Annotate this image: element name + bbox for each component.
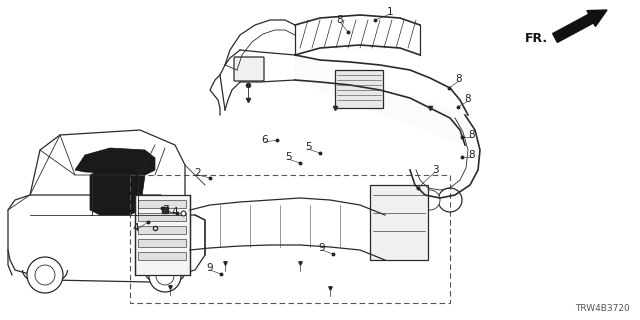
Text: 3: 3: [432, 165, 438, 175]
Circle shape: [156, 267, 174, 285]
Bar: [130, 175, 450, 303]
Circle shape: [149, 260, 181, 292]
Text: FR.: FR.: [525, 31, 548, 44]
Polygon shape: [8, 195, 205, 282]
Text: 8: 8: [468, 130, 476, 140]
Text: TRW4B3720: TRW4B3720: [575, 304, 630, 313]
Text: 6: 6: [262, 135, 268, 145]
Text: 9: 9: [207, 263, 213, 273]
FancyBboxPatch shape: [370, 185, 428, 260]
Text: 7: 7: [162, 205, 168, 215]
Text: 2: 2: [195, 168, 202, 178]
Polygon shape: [75, 148, 155, 175]
Circle shape: [35, 265, 55, 285]
Bar: [138, 239, 186, 247]
FancyBboxPatch shape: [335, 70, 383, 108]
Text: 8: 8: [465, 94, 471, 104]
Text: 8: 8: [456, 74, 462, 84]
Polygon shape: [90, 170, 145, 215]
Circle shape: [438, 188, 462, 212]
Text: 8: 8: [337, 15, 343, 25]
Bar: [138, 226, 186, 234]
Text: 4: 4: [132, 223, 140, 233]
Text: 4: 4: [172, 207, 179, 217]
Bar: [138, 213, 186, 221]
Text: 8: 8: [468, 150, 476, 160]
Text: 5: 5: [285, 152, 291, 162]
FancyBboxPatch shape: [234, 57, 264, 81]
Text: 5: 5: [305, 142, 311, 152]
Circle shape: [420, 190, 440, 210]
Text: 1: 1: [387, 7, 394, 17]
FancyBboxPatch shape: [135, 195, 190, 275]
Bar: [138, 252, 186, 260]
Bar: [138, 200, 186, 208]
FancyArrow shape: [552, 10, 607, 43]
Circle shape: [27, 257, 63, 293]
Text: 9: 9: [319, 243, 325, 253]
